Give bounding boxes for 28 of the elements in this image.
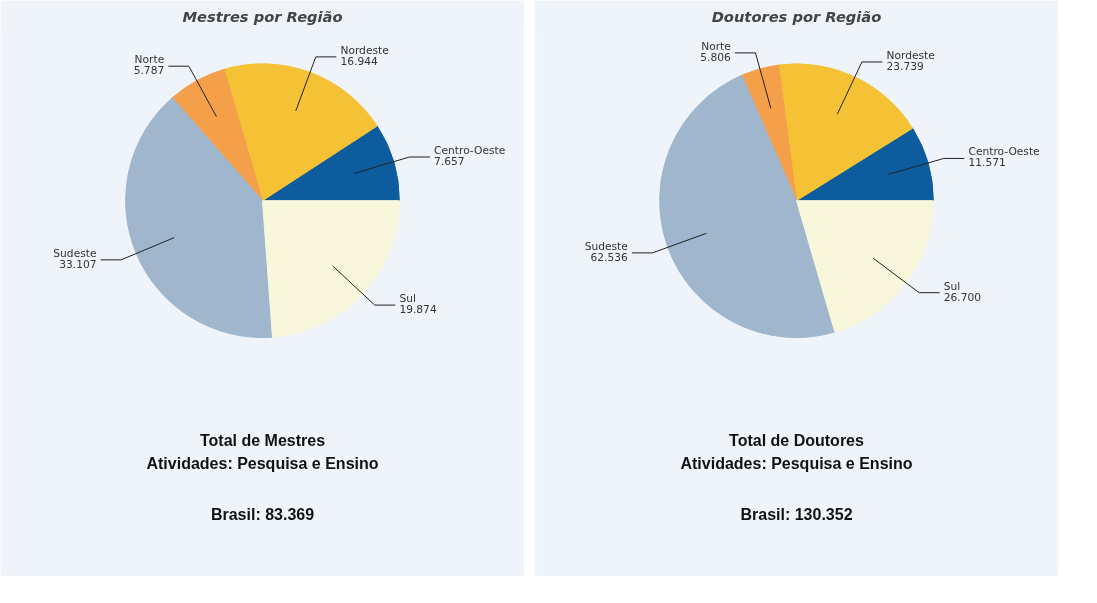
- text: Total de Mestres: [199, 431, 326, 449]
- data-label: 5.806: [700, 50, 732, 64]
- slice-label: Centro-Oeste: [968, 145, 1040, 159]
- slice-label: Norte: [701, 39, 731, 53]
- data-label: 16.944: [340, 54, 378, 68]
- data-label: 19.874: [399, 303, 437, 317]
- slice-label: Sudeste: [584, 239, 628, 253]
- slice-label: Sul: [943, 279, 961, 293]
- text: Brasil: 83.369: [210, 505, 315, 523]
- chart-title: Doutores por Região: [711, 7, 882, 25]
- chart-title: Mestres por Região: [182, 7, 343, 25]
- slice-label: Centro-Oeste: [434, 144, 506, 158]
- slice-label: Sul: [399, 292, 416, 306]
- slice-label: Nordeste: [886, 48, 935, 62]
- slice-label: Norte: [134, 53, 165, 67]
- slice-label: Sudeste: [53, 246, 97, 260]
- data-label: 33.107: [59, 257, 97, 271]
- data-label: 23.739: [886, 59, 925, 73]
- data-label: 62.536: [590, 250, 628, 264]
- data-label: 5.787: [133, 64, 165, 78]
- text: Total de Doutores: [729, 431, 865, 449]
- data-label: 11.571: [968, 156, 1006, 170]
- slice-label: Nordeste: [340, 43, 389, 57]
- text: Atividades: Pesquisa e Ensino: [680, 455, 913, 473]
- text: Atividades: Pesquisa e Ensino: [146, 455, 379, 473]
- text: Brasil: 130.352: [740, 505, 853, 523]
- data-label: 26.700: [943, 290, 982, 304]
- data-label: 7.657: [434, 155, 465, 169]
